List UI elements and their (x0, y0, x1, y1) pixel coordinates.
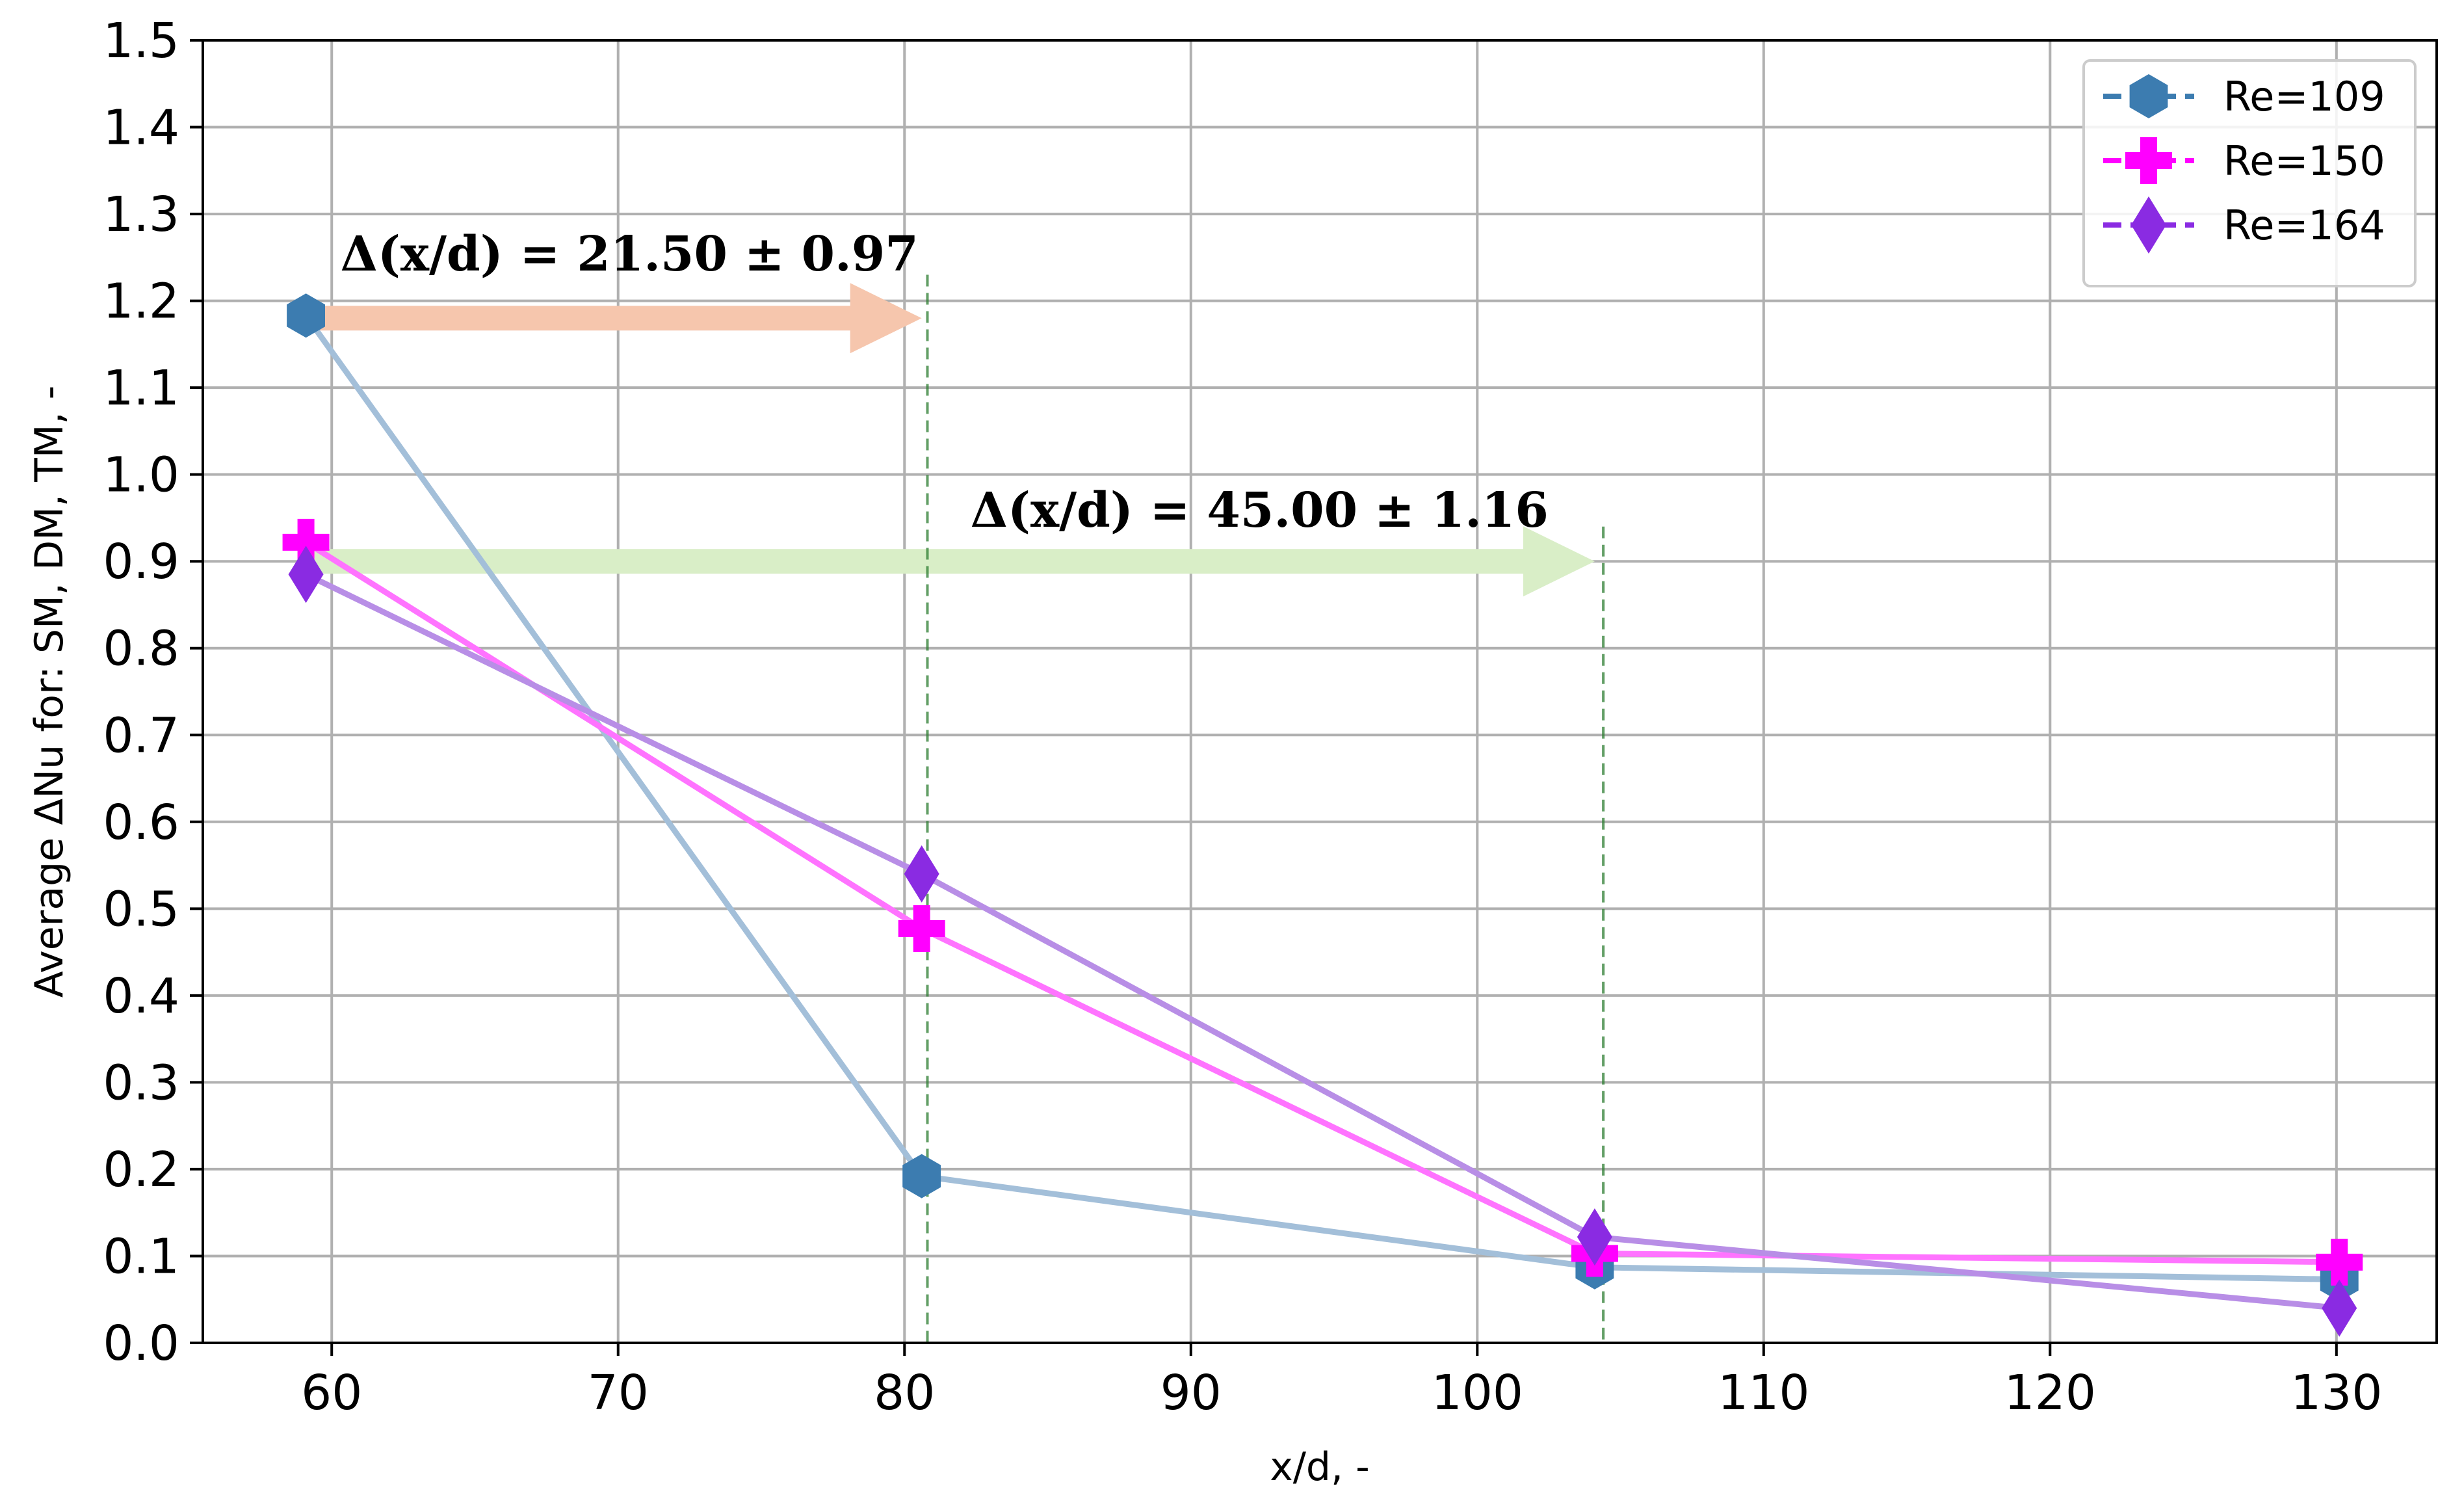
x-tick-label: 70 (588, 1365, 649, 1421)
y-tick-label: 1.4 (103, 100, 179, 156)
legend-label-Re=150: Re=150 (2223, 137, 2385, 185)
data-point-Re=164 (288, 546, 324, 603)
series-markers (282, 293, 2363, 1337)
series-lines (303, 312, 2342, 1312)
series-line-Re=164 (303, 571, 2342, 1312)
data-point-Re=150 (282, 518, 330, 566)
y-tick-label: 0.6 (103, 795, 179, 851)
y-tick-label: 1.3 (103, 187, 179, 243)
x-axis-label: x/d, - (1270, 1444, 1370, 1490)
x-tick-label: 120 (2004, 1365, 2096, 1421)
data-point-Re=109 (902, 1154, 941, 1199)
annotation-arrow-2 (306, 526, 1595, 597)
y-tick-label: 0.2 (103, 1142, 179, 1198)
data-point-Re=164 (1577, 1208, 1612, 1266)
legend: Re=109 Re=150 Re=164 (2082, 59, 2417, 287)
legend-box (2082, 59, 2417, 287)
x-tick-label: 130 (2290, 1365, 2382, 1421)
annotation-arrows (306, 283, 1595, 597)
y-tick-label: 0.7 (103, 708, 179, 763)
data-point-Re=164 (904, 845, 939, 903)
axis-ticks: 60 70 80 90 100 110 120 130 0.0 0.1 0.2 0.3 0.4 0.5 0.… (103, 13, 2382, 1421)
legend-marker-Re=150 (2125, 137, 2172, 184)
series-line-Re=109 (303, 312, 2342, 1282)
data-point-Re=150 (2316, 1238, 2363, 1286)
y-tick-label: 0.8 (103, 621, 179, 677)
annotation-texts: Δ(x/d) = 21.50 ± 0.97 Δ(x/d) = 45.00 ± 1.… (340, 226, 1548, 538)
x-tick-label: 90 (1160, 1365, 1222, 1421)
annotation-text-1: Δ(x/d) = 21.50 ± 0.97 (340, 226, 918, 282)
legend-label-Re=164: Re=164 (2223, 202, 2385, 249)
y-tick-label: 0.9 (103, 534, 179, 590)
data-point-Re=109 (287, 293, 325, 338)
y-tick-label: 0.0 (103, 1316, 179, 1371)
legend-label-Re=109: Re=109 (2223, 73, 2385, 120)
x-tick-label: 110 (1718, 1365, 1809, 1421)
y-tick-label: 0.3 (103, 1055, 179, 1111)
legend-marker-Re=109 (2129, 74, 2168, 118)
plot-frame (202, 39, 2438, 1344)
annotation-text-2: Δ(x/d) = 45.00 ± 1.16 (971, 483, 1549, 538)
annotation-arrow-1 (306, 283, 922, 354)
legend-marker-Re=164 (2131, 196, 2166, 254)
y-tick-label: 1.2 (103, 274, 179, 330)
y-tick-label: 0.1 (103, 1228, 179, 1284)
x-tick-label: 80 (874, 1365, 935, 1421)
series-line-Re=150 (303, 539, 2342, 1265)
y-tick-label: 1.1 (103, 360, 179, 416)
y-tick-label: 1.5 (103, 13, 179, 69)
data-point-Re=150 (898, 905, 945, 953)
y-tick-label: 0.5 (103, 881, 179, 937)
x-tick-label: 100 (1432, 1365, 1523, 1421)
annotation-vlines (926, 274, 1605, 1343)
x-tick-label: 60 (301, 1365, 362, 1421)
y-tick-label: 1.0 (103, 447, 179, 503)
y-tick-label: 0.4 (103, 968, 179, 1024)
y-axis-label: Average ΔNu for: SM, DM, TM, - (27, 386, 72, 998)
data-point-Re=164 (2322, 1279, 2357, 1337)
